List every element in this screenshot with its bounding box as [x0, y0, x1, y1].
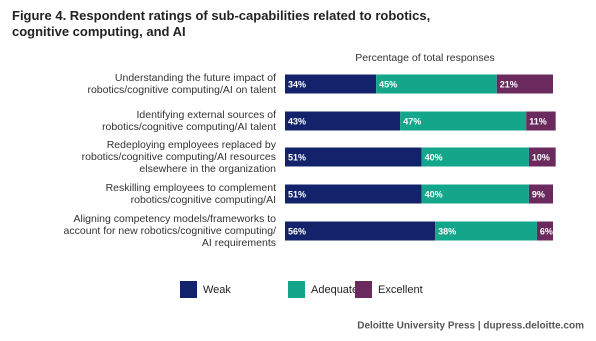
- legend-label: Weak: [203, 284, 231, 296]
- value-label: 45%: [379, 79, 397, 89]
- legend-label: Excellent: [378, 284, 423, 296]
- y-tick-label: robotics/cognitive computing/AI on talen…: [87, 84, 276, 96]
- y-tick-label: Aligning competency models/frameworks to: [73, 213, 276, 225]
- bar-segment: [285, 221, 436, 241]
- bar-segment: [435, 221, 537, 241]
- value-label: 21%: [500, 79, 518, 89]
- source: Deloitte University Press | dupress.delo…: [357, 321, 584, 332]
- value-label: 51%: [288, 152, 306, 162]
- y-tick-label: robotics/cognitive computing/AI resource…: [82, 151, 276, 163]
- bar-segment: [421, 184, 529, 204]
- bar-segment: [526, 111, 556, 131]
- value-label: 40%: [425, 189, 443, 199]
- value-label: 38%: [438, 226, 456, 236]
- value-label: 10%: [532, 152, 550, 162]
- value-label: 34%: [288, 79, 306, 89]
- value-label: 40%: [425, 152, 443, 162]
- legend-swatch: [288, 281, 305, 298]
- value-label: 6%: [540, 226, 553, 236]
- bar-segment: [285, 111, 401, 131]
- value-label: 51%: [288, 189, 306, 199]
- bar-segment: [528, 147, 556, 167]
- y-tick-label: Understanding the future impact of: [115, 72, 276, 84]
- value-label: 47%: [403, 116, 421, 126]
- bar-segment: [528, 184, 553, 204]
- chart-subtitle: Percentage of total responses: [355, 52, 495, 64]
- legend-swatch: [355, 281, 372, 298]
- value-label: 9%: [532, 189, 545, 199]
- y-tick-label: Identifying external sources of: [137, 109, 277, 121]
- y-tick-label: elsewhere in the organization: [139, 163, 276, 175]
- chart-title: Figure 4. Respondent ratings of sub-capa…: [12, 8, 431, 39]
- value-label: 43%: [288, 116, 306, 126]
- bar-segment: [496, 74, 553, 94]
- y-tick-label: robotics/cognitive computing/AI talent: [102, 121, 276, 133]
- bar-segment: [536, 221, 553, 241]
- legend-swatch: [180, 281, 197, 298]
- bar-segment: [285, 147, 422, 167]
- bar-segment: [376, 74, 497, 94]
- y-tick-label: robotics/cognitive computing/AI: [131, 194, 276, 206]
- bar-segment: [285, 74, 377, 94]
- y-tick-label: Reskilling employees to complement: [106, 182, 276, 194]
- value-label: 56%: [288, 226, 306, 236]
- bar-segment: [421, 147, 529, 167]
- bar-segment: [285, 184, 422, 204]
- bar-segment: [400, 111, 527, 131]
- y-tick-label: AI requirements: [202, 237, 276, 249]
- value-label: 11%: [529, 116, 547, 126]
- legend-label: Adequate: [311, 284, 358, 296]
- y-tick-label: Redeploying employees replaced by: [107, 139, 277, 151]
- y-tick-label: account for new robotics/cognitive compu…: [64, 225, 277, 237]
